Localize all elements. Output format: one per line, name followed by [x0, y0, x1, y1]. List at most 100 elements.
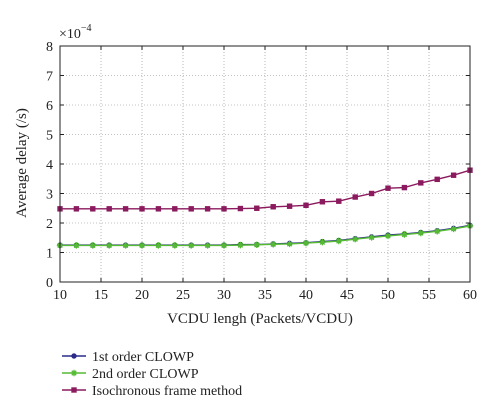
y-tick-label: 4	[46, 158, 53, 173]
data-point	[221, 206, 227, 212]
star-marker	[384, 232, 392, 240]
x-tick-label: 55	[422, 288, 436, 303]
y-tick-label: 3	[46, 188, 53, 203]
square-marker	[254, 205, 260, 211]
data-point	[286, 240, 293, 248]
star-marker	[335, 237, 342, 245]
star-marker	[450, 225, 457, 233]
square-marker	[401, 184, 408, 191]
star-marker	[106, 242, 113, 249]
data-point	[106, 242, 113, 249]
data-point	[434, 228, 441, 235]
x-tick-label: 60	[463, 288, 477, 303]
square-marker	[106, 206, 112, 212]
star-marker	[70, 369, 78, 377]
square-marker	[352, 194, 358, 200]
x-tick-label: 30	[217, 288, 231, 303]
grid-lines	[60, 46, 470, 282]
data-point	[122, 206, 129, 212]
square-marker	[434, 176, 440, 183]
y-exponent: ×10−4	[59, 23, 92, 42]
y-tick-label: 8	[46, 40, 53, 55]
data-point	[89, 242, 96, 249]
data-point	[450, 225, 457, 233]
star-marker	[188, 242, 195, 249]
star-marker	[204, 242, 211, 249]
y-tick-label: 0	[46, 276, 53, 291]
square-marker	[319, 199, 326, 205]
data-point	[352, 236, 359, 243]
square-marker	[336, 198, 342, 204]
star-marker	[286, 240, 293, 248]
star-marker	[417, 229, 424, 237]
data-point	[106, 206, 112, 212]
data-point	[188, 242, 195, 249]
square-marker	[155, 206, 162, 212]
square-marker	[368, 190, 375, 197]
star-marker	[155, 242, 162, 249]
data-point	[73, 242, 80, 249]
data-point	[139, 206, 145, 212]
data-point	[138, 242, 146, 249]
y-exponent-base: ×10	[59, 27, 81, 42]
y-tick-label: 2	[46, 217, 53, 232]
data-point	[122, 242, 129, 249]
y-axis-label: Average delay (/s)	[14, 108, 30, 218]
star-marker	[434, 228, 441, 235]
square-marker	[90, 206, 96, 212]
legend: 1st order CLOWP 2nd order CLOWP Isochronou…	[62, 350, 242, 399]
data-point	[401, 184, 408, 191]
x-tick-label: 50	[381, 288, 395, 303]
circle-marker	[71, 353, 77, 359]
square-marker	[450, 172, 457, 178]
data-point	[368, 190, 375, 197]
data-point	[204, 206, 211, 212]
square-marker	[188, 206, 194, 212]
square-marker	[385, 185, 391, 191]
square-marker	[139, 206, 145, 212]
plot-frame	[59, 45, 471, 283]
data-point	[90, 206, 96, 212]
square-marker	[303, 202, 309, 208]
star-marker	[171, 242, 178, 249]
data-point	[220, 242, 228, 249]
legend-label: Isochronous frame method	[92, 384, 242, 399]
star-marker	[302, 239, 310, 247]
star-marker	[270, 241, 277, 248]
square-marker	[204, 206, 211, 212]
data-point	[434, 176, 440, 183]
data-point	[270, 204, 276, 210]
square-marker	[237, 205, 244, 212]
data-point	[172, 206, 178, 212]
data-point	[253, 241, 260, 249]
data-point	[319, 199, 326, 205]
x-tick-label: 10	[53, 288, 67, 303]
star-marker	[319, 238, 326, 246]
square-marker	[122, 206, 129, 212]
legend-label: 1st order CLOWP	[92, 350, 194, 365]
data-point	[319, 238, 326, 246]
data-point	[401, 231, 408, 238]
data-point	[286, 203, 293, 209]
star-marker	[73, 242, 80, 249]
y-tick-label: 1	[46, 247, 53, 262]
data-point	[335, 237, 342, 245]
x-tick-label: 45	[340, 288, 354, 303]
x-tick-label: 35	[258, 288, 272, 303]
series-line	[60, 169, 471, 210]
y-exponent-power: −4	[81, 23, 92, 34]
x-tick-label: 20	[135, 288, 149, 303]
data-point	[450, 172, 457, 178]
data-point	[171, 242, 178, 249]
data-point	[188, 206, 194, 212]
star-marker	[368, 234, 375, 241]
x-tick-label: 40	[299, 288, 313, 303]
series-3	[57, 167, 473, 212]
square-marker	[221, 206, 227, 212]
legend-item: Isochronous frame method	[62, 384, 242, 399]
data-point	[237, 205, 244, 212]
data-point	[336, 198, 342, 204]
data-point	[155, 242, 162, 249]
